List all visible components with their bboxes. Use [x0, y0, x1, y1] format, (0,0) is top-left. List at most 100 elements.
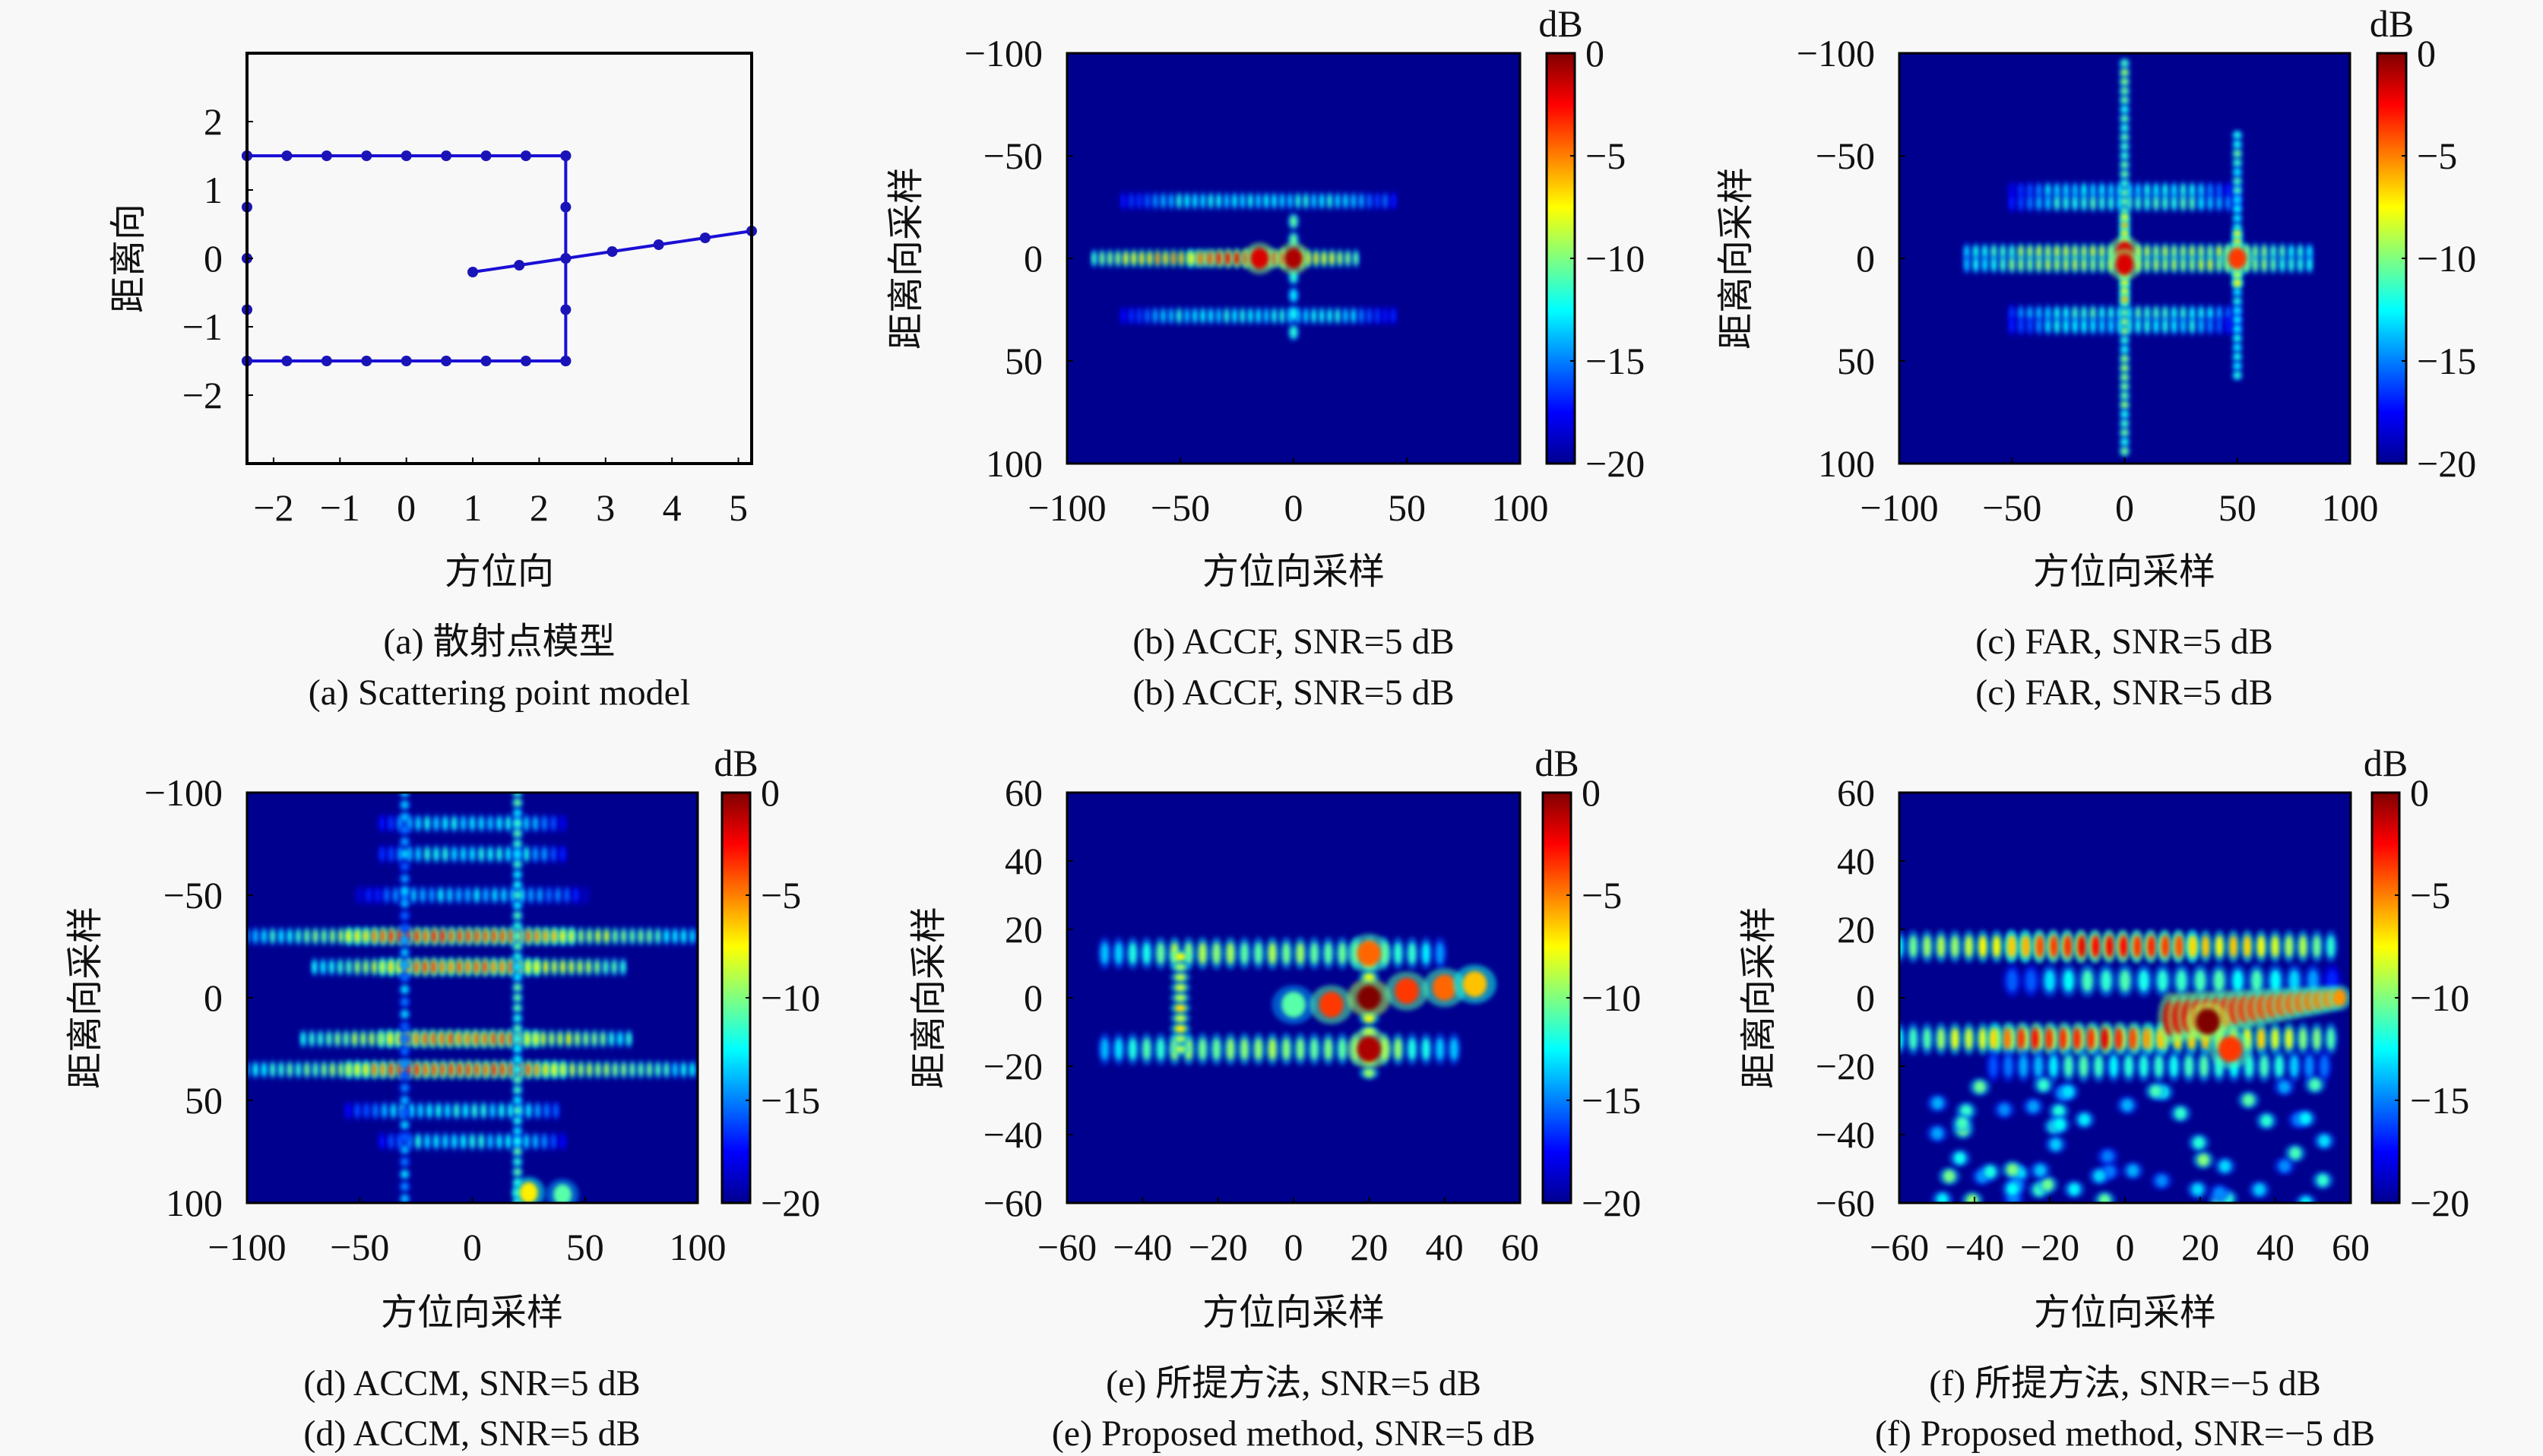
heat-peak [2234, 288, 2241, 296]
heat-peak [519, 1182, 538, 1203]
heat-peak [514, 1127, 521, 1135]
heat-peak [2299, 1027, 2307, 1050]
heat-peak [1198, 252, 1204, 265]
heat-peak [424, 816, 430, 831]
heat-peak [568, 929, 574, 943]
heat-peak [2101, 1027, 2109, 1050]
x-tick-label: −60 [1037, 1226, 1097, 1268]
heat-peak [1943, 1170, 1956, 1182]
heat-peak [2234, 214, 2241, 223]
heat-peak [433, 847, 439, 861]
heat-peak [578, 960, 583, 974]
heat-peak [344, 1032, 349, 1046]
heat-peak [296, 929, 301, 943]
heat-peak [440, 929, 445, 943]
heat-peak [388, 816, 394, 831]
heat-peak [1923, 935, 1931, 957]
heat-peak [1324, 942, 1332, 964]
heat-peak [492, 888, 498, 902]
heat-peak [655, 929, 660, 943]
heat-peak [487, 847, 493, 861]
y-tick-label: −60 [983, 1182, 1043, 1224]
heat-peak [1107, 252, 1113, 265]
heat-peak [1129, 194, 1134, 208]
heat-peak [2318, 1135, 2331, 1147]
heat-peak [613, 929, 618, 943]
y-ticks: −100 −50 0 50 100 [1797, 32, 1905, 485]
y-axis-label: 距离向采样 [885, 167, 927, 350]
heat-peak [431, 1062, 437, 1077]
heat-peak [1395, 977, 1419, 1005]
heat-peak [1436, 1038, 1444, 1060]
heat-peak [499, 1032, 505, 1046]
heat-peak [312, 960, 318, 974]
heat-peak [401, 837, 408, 846]
heat-peak [551, 929, 556, 943]
heat-feature-scatter [1926, 1075, 2336, 1203]
heat-peak [1290, 308, 1297, 320]
heat-peak [483, 888, 489, 902]
colorbar-tick-label: −20 [1585, 442, 1645, 485]
heat-feature-row [2007, 193, 2242, 214]
heat-peak [2198, 319, 2204, 333]
heat-peak [1931, 1127, 1943, 1140]
heat-peak [461, 816, 466, 831]
y-tick-label: −40 [1816, 1113, 1875, 1156]
caption-en: (b) ACCF, SNR=5 dB [1132, 673, 1454, 713]
heat-peak [1359, 194, 1364, 208]
heat-peak [470, 816, 475, 831]
heat-peak [1953, 1151, 1966, 1165]
heat-peak [1357, 1036, 1382, 1062]
y-tick-label: 60 [1005, 771, 1043, 814]
heat-peak [2161, 935, 2170, 957]
heat-peak [2054, 258, 2060, 271]
heat-peak [335, 1032, 340, 1046]
heat-peak [2326, 935, 2335, 957]
heat-peak [1319, 194, 1325, 208]
heat-peak [401, 1109, 408, 1117]
heat-peak [2114, 1027, 2123, 1050]
heat-peak [491, 929, 497, 943]
heat-peak [2006, 970, 2018, 992]
heat-peak [1264, 309, 1269, 323]
heat-peak [1100, 1038, 1109, 1060]
heat-peak [525, 1032, 530, 1046]
heat-peak [566, 1032, 572, 1046]
heat-peak [673, 1062, 678, 1077]
heat-peak [2003, 1027, 2012, 1050]
heat-peak [491, 1062, 497, 1077]
heat-peak [2157, 970, 2168, 992]
heat-peak [354, 1062, 359, 1077]
heat-peak [379, 816, 385, 831]
caption-zh: (b) ACCF, SNR=5 dB [1132, 622, 1454, 662]
heat-peak [346, 929, 351, 943]
heat-peak [2022, 935, 2030, 957]
heat-peak [2121, 198, 2128, 206]
heat-peak [525, 960, 530, 974]
y-axis-label: 距离向 [107, 204, 150, 313]
heat-peak [2290, 1055, 2299, 1078]
heat-peak [1174, 963, 1186, 971]
heat-peak [2049, 1055, 2058, 1078]
heat-peak [1153, 194, 1158, 208]
heat-feature-point [1310, 985, 1354, 1024]
heat-peak [431, 960, 436, 974]
heat-peak [1129, 1038, 1137, 1060]
heat-peak [2253, 1183, 2266, 1196]
heat-peak [326, 1032, 332, 1046]
heat-peak [2121, 429, 2128, 437]
heat-peak [1137, 309, 1142, 323]
heat-peak [401, 1071, 408, 1080]
heat-peak [270, 929, 275, 943]
colorbar-tick-label: 0 [1582, 771, 1601, 814]
heat-peak [2063, 970, 2074, 992]
x-ticks: −60 −40 −20 0 20 40 60 [1870, 1197, 2370, 1268]
heat-peak [2234, 371, 2241, 379]
heat-peak [2190, 258, 2195, 271]
heat-peak [2063, 935, 2072, 957]
heat-peak [514, 901, 521, 910]
heat-peak [1226, 942, 1235, 964]
heat-peak [505, 1135, 511, 1148]
heat-peak [2121, 115, 2128, 123]
panel-a: −2 −1 0 1 2 3 4 5 2 1 0 −1 −2 方位向 距离向 (a) 散射点模型 (a)… [107, 52, 757, 713]
